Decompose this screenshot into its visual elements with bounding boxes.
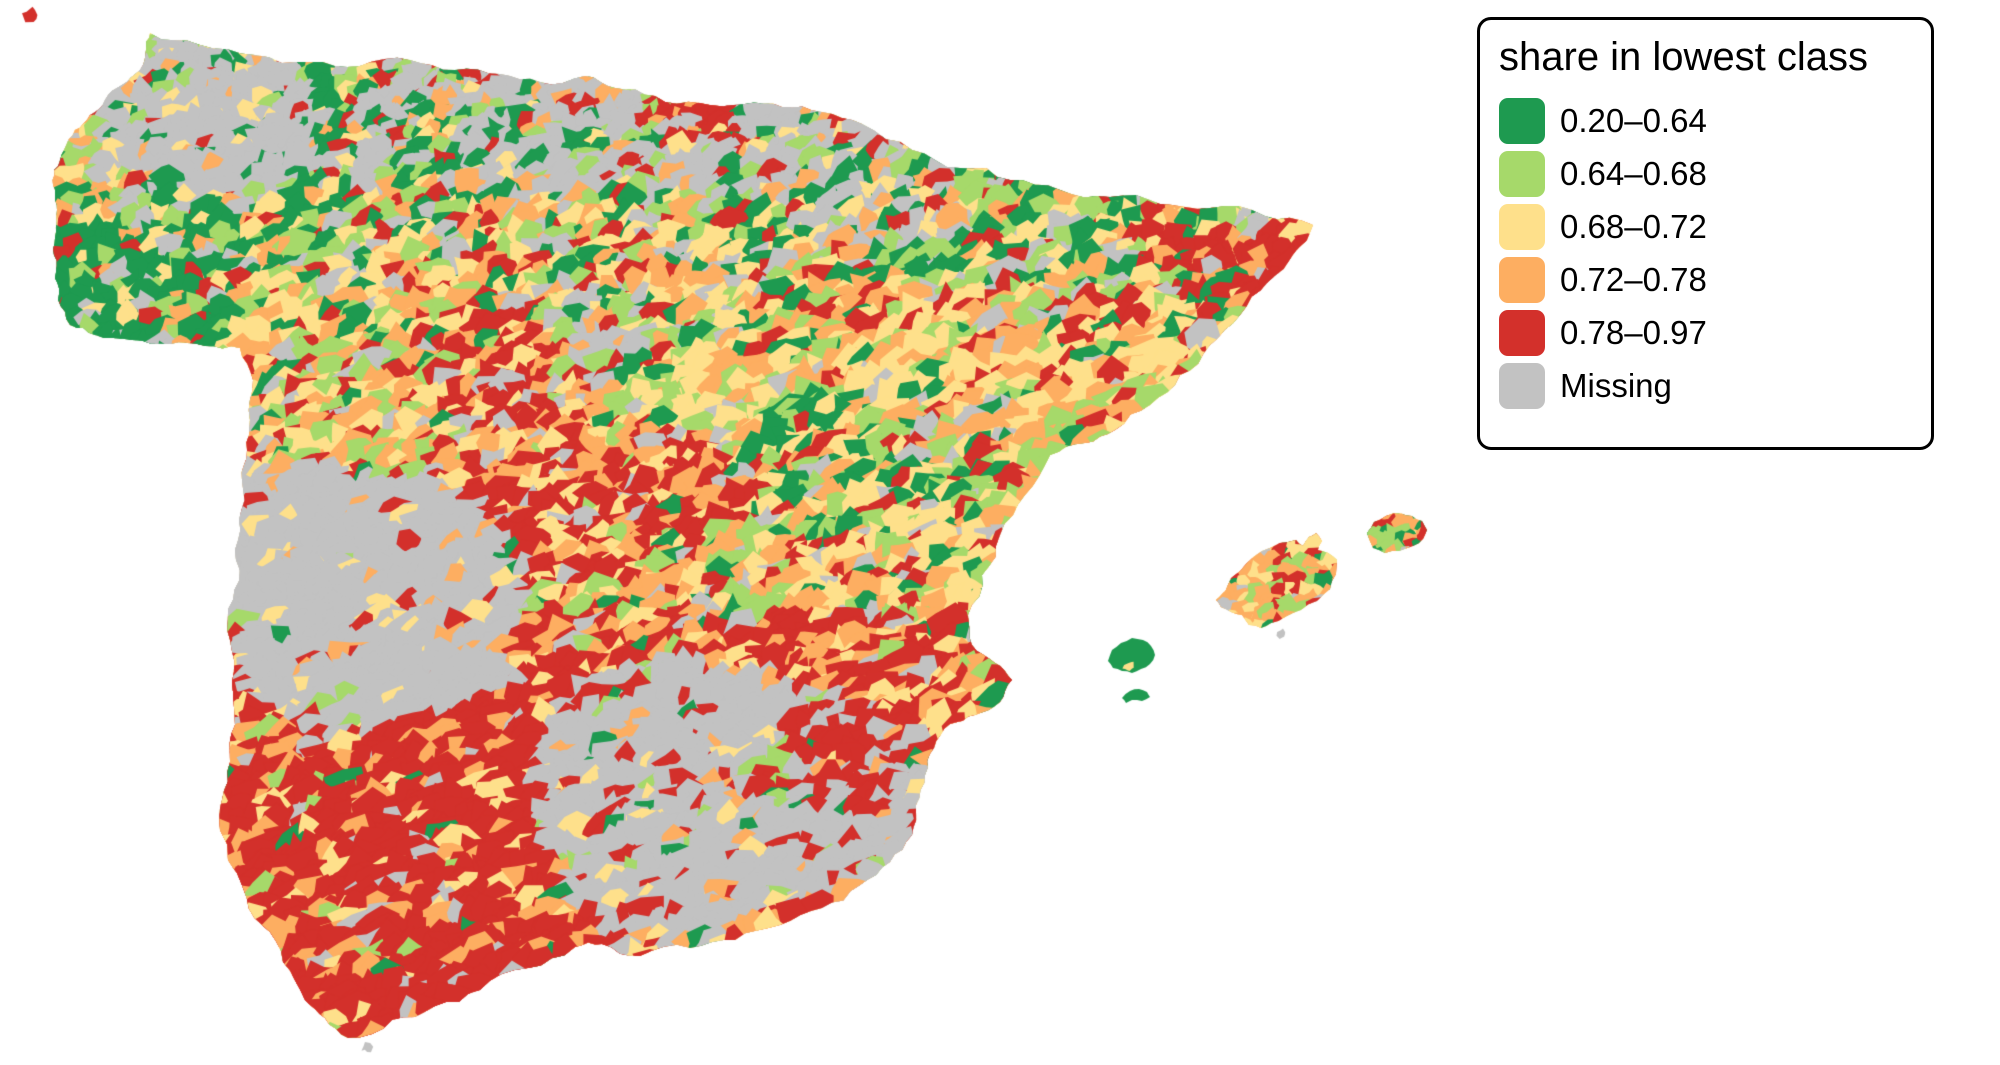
legend-label: 0.20–0.64 xyxy=(1560,102,1707,139)
legend-title: share in lowest class xyxy=(1499,35,1869,79)
legend-item: 0.20–0.64 xyxy=(1499,98,1931,144)
legend-swatch-class-2 xyxy=(1499,151,1545,197)
legend-swatch-class-3 xyxy=(1499,204,1545,250)
legend-swatch-missing xyxy=(1499,363,1545,409)
legend-item: Missing xyxy=(1499,363,1931,409)
legend-label: 0.78–0.97 xyxy=(1560,314,1707,351)
legend-label: Missing xyxy=(1560,367,1672,404)
legend-item: 0.64–0.68 xyxy=(1499,151,1931,197)
legend-swatch-class-5 xyxy=(1499,310,1545,356)
legend-label: 0.72–0.78 xyxy=(1560,261,1707,298)
legend-swatch-class-4 xyxy=(1499,257,1545,303)
legend-item: 0.68–0.72 xyxy=(1499,204,1931,250)
legend-item: 0.78–0.97 xyxy=(1499,310,1931,356)
legend-swatch-class-1 xyxy=(1499,98,1545,144)
legend-label: 0.68–0.72 xyxy=(1560,208,1707,245)
legend: share in lowest class 0.20–0.64 0.64–0.6… xyxy=(1477,17,1934,450)
legend-item: 0.72–0.78 xyxy=(1499,257,1931,303)
legend-label: 0.64–0.68 xyxy=(1560,155,1707,192)
